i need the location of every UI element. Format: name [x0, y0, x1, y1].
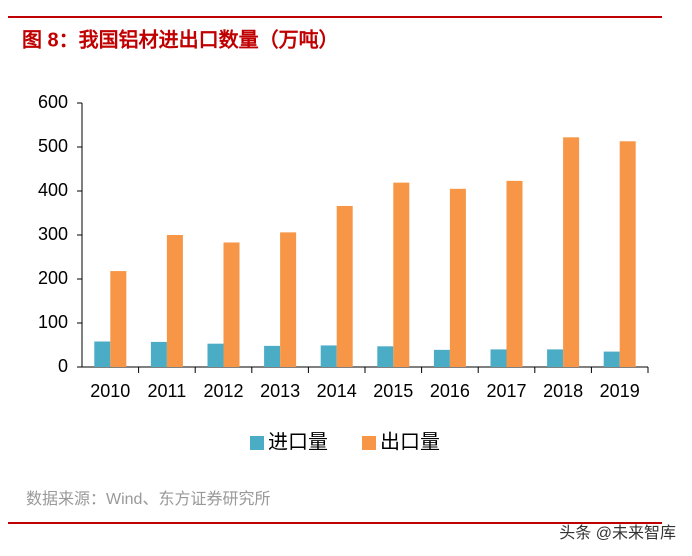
y-tick-label: 500 [38, 136, 68, 156]
y-tick-label: 600 [38, 92, 68, 112]
y-tick-label: 0 [58, 356, 68, 376]
x-tick-label: 2017 [486, 381, 526, 401]
x-tick-label: 2013 [260, 381, 300, 401]
x-tick-label: 2019 [600, 381, 640, 401]
y-tick-label: 100 [38, 312, 68, 332]
bar [563, 137, 580, 367]
x-tick-label: 2010 [90, 381, 130, 401]
bar [150, 341, 167, 367]
y-tick-label: 300 [38, 224, 68, 244]
x-tick-label: 2015 [373, 381, 413, 401]
bar [377, 346, 394, 367]
bar [280, 232, 297, 367]
x-tick-label: 2011 [148, 381, 187, 401]
watermark: 头条 @未来智库 [559, 524, 676, 542]
bar [223, 242, 240, 367]
bar [393, 182, 410, 367]
y-tick-label: 400 [38, 180, 68, 200]
bar [506, 180, 523, 367]
bar [166, 235, 183, 367]
legend-swatch [250, 436, 264, 450]
legend-swatch [362, 436, 376, 450]
bar [433, 349, 450, 367]
bar [320, 345, 337, 367]
bar [449, 188, 466, 367]
bar [603, 351, 620, 367]
source-note: 数据来源：Wind、东方证券研究所 [26, 490, 270, 508]
bar [336, 205, 353, 367]
bar [207, 343, 224, 367]
bar [264, 345, 281, 367]
x-tick-label: 2012 [203, 381, 243, 401]
x-tick-label: 2018 [543, 381, 583, 401]
bar [619, 141, 636, 367]
bar [110, 271, 127, 367]
x-tick-label: 2014 [317, 381, 357, 401]
chart-title: 图 8：我国铝材进出口数量（万吨） [22, 27, 339, 51]
bar [547, 349, 564, 367]
y-tick-label: 200 [38, 268, 68, 288]
bar [490, 349, 507, 367]
legend-label: 出口量 [380, 430, 440, 453]
bar [94, 341, 111, 367]
x-tick-label: 2016 [430, 381, 470, 401]
legend-label: 进口量 [268, 430, 328, 453]
